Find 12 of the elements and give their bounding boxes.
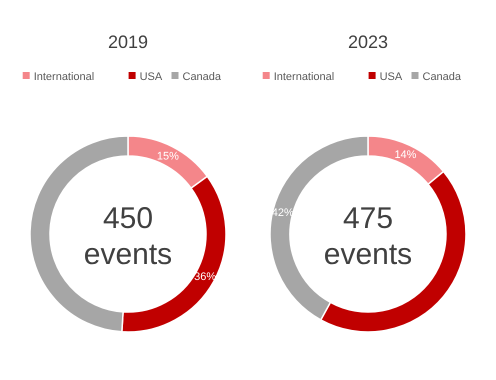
legend-label: International xyxy=(34,71,94,83)
chart-title: 2019 xyxy=(108,32,148,52)
text: 475 events xyxy=(324,202,412,271)
data-label: 14% xyxy=(394,149,417,162)
legend-label: Canada xyxy=(422,71,462,83)
data-label: 15% xyxy=(156,150,180,162)
chart-title: 2023 xyxy=(348,32,388,52)
legend-label: USA xyxy=(380,71,403,83)
legend-label: Canada xyxy=(182,71,222,83)
legend-label: USA xyxy=(140,71,163,83)
text: 450 events xyxy=(84,202,172,271)
legend-label: International xyxy=(274,71,334,83)
